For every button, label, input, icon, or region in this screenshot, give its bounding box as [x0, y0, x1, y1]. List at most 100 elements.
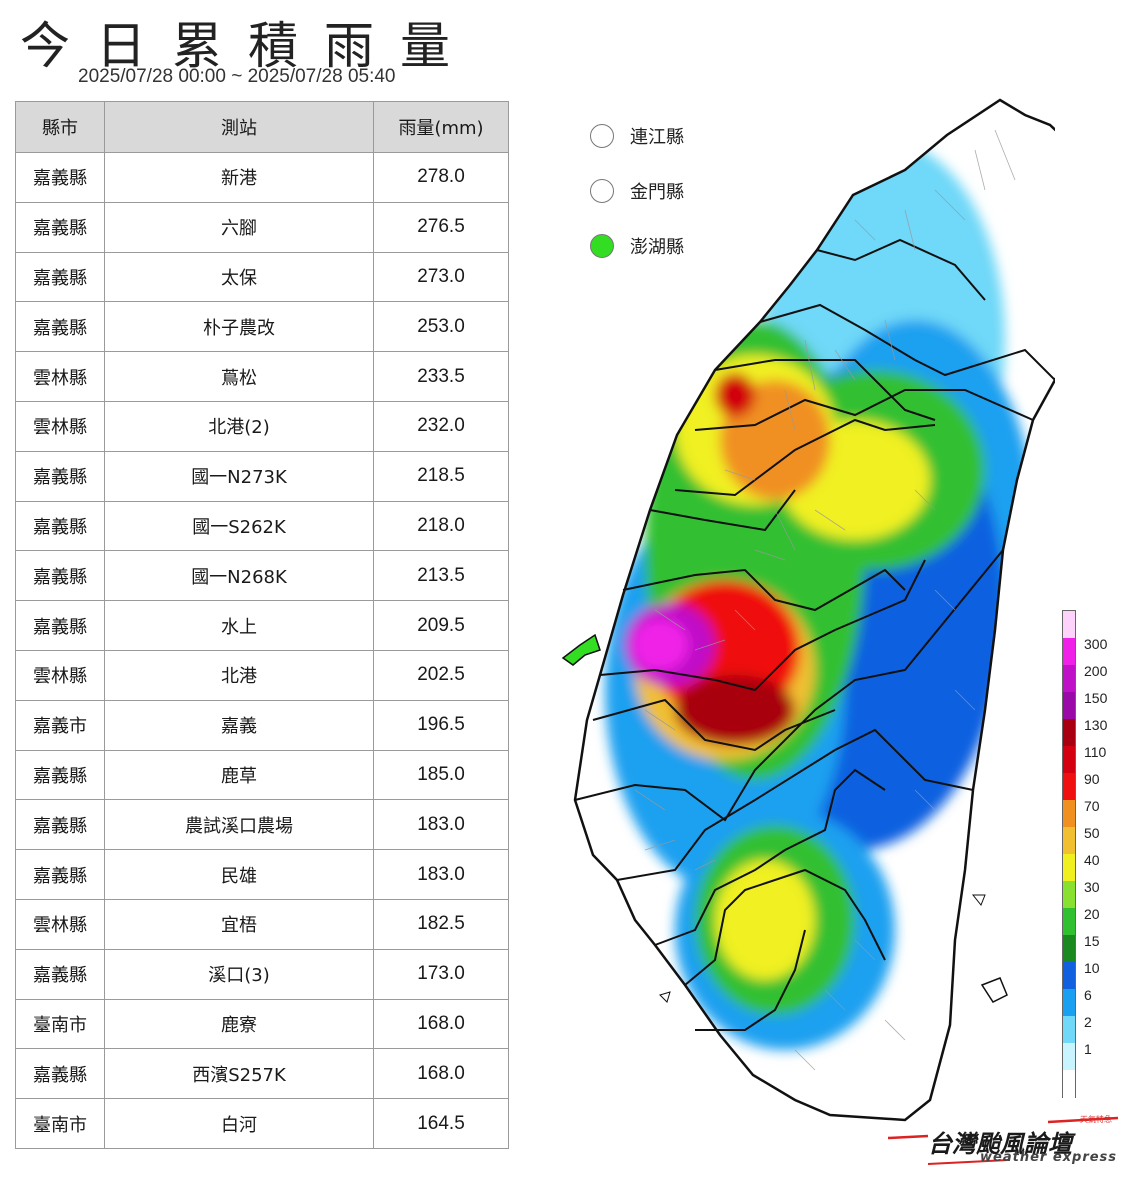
rain-cell: 218.0	[373, 500, 509, 552]
legend-swatch	[1063, 854, 1075, 882]
rain-cell: 196.5	[373, 699, 509, 751]
county-cell: 嘉義縣	[15, 1048, 105, 1100]
county-cell: 臺南市	[15, 998, 105, 1050]
county-cell: 雲林縣	[15, 400, 105, 452]
county-cell: 嘉義縣	[15, 301, 105, 353]
logo-swoosh-icon	[888, 1116, 1119, 1165]
legend-swatch	[1063, 719, 1075, 747]
table-row: 嘉義縣 六腳 276.5	[15, 201, 509, 253]
island-color-dot	[590, 178, 614, 203]
legend-swatch	[1063, 935, 1075, 963]
island-label: 連江縣	[630, 126, 684, 148]
rain-cell: 173.0	[373, 948, 509, 1000]
rainfall-map	[561, 98, 1055, 1122]
table-row: 雲林縣 北港 202.5	[15, 649, 509, 701]
header-station: 測站	[104, 101, 374, 153]
rain-cell: 253.0	[373, 301, 509, 353]
rain-cell: 168.0	[373, 1048, 509, 1100]
rain-cell: 213.5	[373, 550, 509, 602]
legend-tick-label: 150	[1084, 690, 1108, 706]
legend-color-bar	[1062, 610, 1076, 1098]
station-cell: 水上	[104, 600, 374, 651]
logo-name: 台灣颱風論壇	[928, 1130, 1072, 1158]
station-cell: 蔦松	[104, 351, 374, 402]
island-kinmen: 金門縣	[590, 163, 684, 218]
county-cell: 雲林縣	[15, 898, 105, 950]
legend-tick-label: 200	[1084, 663, 1108, 679]
legend-swatch	[1063, 962, 1075, 990]
county-cell: 嘉義縣	[15, 201, 105, 253]
station-cell: 宜梧	[104, 898, 374, 950]
island-lienchiang: 連江縣	[590, 108, 684, 163]
page-title: 今日累積雨量	[20, 17, 476, 75]
legend-swatch	[1063, 989, 1075, 1017]
table-row: 嘉義縣 農試溪口農場 183.0	[15, 799, 509, 851]
island-color-dot	[590, 123, 614, 148]
county-cell: 嘉義縣	[15, 450, 105, 502]
island-legend: 連江縣 金門縣 澎湖縣	[590, 108, 684, 273]
legend-tick-label: 70	[1084, 798, 1100, 814]
county-cell: 嘉義縣	[15, 550, 105, 602]
table-row: 嘉義縣 新港 278.0	[15, 152, 509, 203]
table-row: 嘉義縣 溪口(3) 173.0	[15, 948, 509, 1000]
legend-tick-label: 110	[1084, 744, 1107, 760]
legend-swatch	[1063, 1043, 1075, 1071]
station-cell: 農試溪口農場	[104, 799, 374, 851]
header-rain: 雨量(mm)	[373, 101, 509, 153]
station-cell: 白河	[104, 1098, 374, 1149]
legend-tick-label: 300	[1084, 636, 1108, 652]
table-header-row: 縣市 測站 雨量(mm)	[15, 101, 509, 153]
legend-tick-label: 2	[1084, 1014, 1092, 1030]
station-cell: 北港	[104, 649, 374, 701]
legend-swatch	[1063, 692, 1075, 720]
station-cell: 太保	[104, 251, 374, 303]
table-row: 嘉義縣 水上 209.5	[15, 600, 509, 651]
island-label: 金門縣	[630, 181, 684, 203]
rain-cell: 185.0	[373, 749, 509, 801]
legend-tick-label: 20	[1084, 906, 1100, 922]
county-cell: 嘉義縣	[15, 500, 105, 552]
header-county: 縣市	[15, 101, 105, 153]
station-cell: 鹿草	[104, 749, 374, 801]
county-cell: 嘉義縣	[15, 251, 105, 303]
county-cell: 嘉義市	[15, 699, 105, 751]
rain-cell: 183.0	[373, 849, 509, 900]
station-cell: 國一N273K	[104, 450, 374, 502]
rain-cell: 218.5	[373, 450, 509, 502]
legend-tick-label: 10	[1084, 960, 1100, 976]
legend-tick-label: 50	[1084, 825, 1100, 841]
table-row: 嘉義縣 鹿草 185.0	[15, 749, 509, 801]
station-cell: 北港(2)	[104, 400, 374, 452]
legend-swatch	[1063, 827, 1075, 855]
rain-cell: 233.5	[373, 351, 509, 402]
station-cell: 國一S262K	[104, 500, 374, 552]
legend-tick-label: 130	[1084, 717, 1108, 733]
station-cell: 新港	[104, 152, 374, 203]
legend-tick-label: 1	[1084, 1041, 1092, 1057]
rain-cell: 273.0	[373, 251, 509, 303]
logo-subtitle: weather express	[980, 1150, 1118, 1165]
legend-swatch	[1063, 611, 1075, 639]
county-cell: 嘉義縣	[15, 849, 105, 900]
rain-cell: 209.5	[373, 600, 509, 651]
rain-cell: 182.5	[373, 898, 509, 950]
legend-tick-label: 40	[1084, 852, 1100, 868]
legend-tick-label: 6	[1084, 987, 1092, 1003]
legend-swatch	[1063, 908, 1075, 936]
table-row: 臺南市 白河 164.5	[15, 1098, 509, 1149]
table-row: 嘉義縣 國一N273K 218.5	[15, 450, 509, 502]
county-cell: 嘉義縣	[15, 799, 105, 851]
table-row: 臺南市 鹿寮 168.0	[15, 998, 509, 1050]
legend-tick-label: 30	[1084, 879, 1100, 895]
table-row: 嘉義縣 國一N268K 213.5	[15, 550, 509, 602]
legend-swatch	[1063, 881, 1075, 909]
station-cell: 朴子農改	[104, 301, 374, 353]
time-range: 2025/07/28 00:00 ~ 2025/07/28 05:40	[78, 66, 396, 87]
table-row: 雲林縣 蔦松 233.5	[15, 351, 509, 402]
rain-cell: 278.0	[373, 152, 509, 203]
legend-swatch	[1063, 1016, 1075, 1044]
county-cell: 雲林縣	[15, 649, 105, 701]
legend-swatch	[1063, 638, 1075, 666]
county-cell: 雲林縣	[15, 351, 105, 402]
rain-cell: 202.5	[373, 649, 509, 701]
